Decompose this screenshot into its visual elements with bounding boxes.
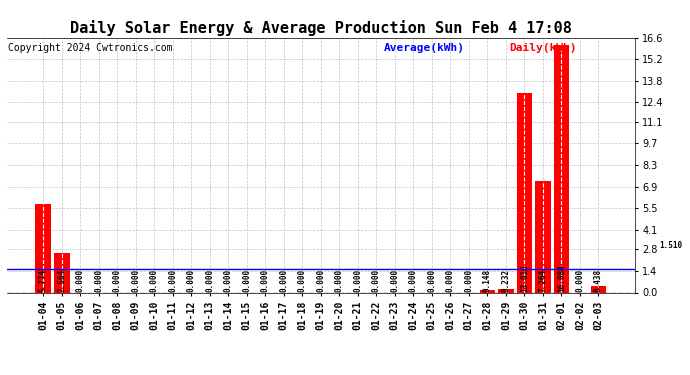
Bar xyxy=(480,290,495,292)
Bar xyxy=(54,253,70,292)
Text: 0.000: 0.000 xyxy=(131,269,140,292)
Text: 0.000: 0.000 xyxy=(409,269,418,292)
Text: 0.000: 0.000 xyxy=(187,269,196,292)
Text: Daily(kWh): Daily(kWh) xyxy=(509,43,577,52)
Text: 16.084: 16.084 xyxy=(557,264,566,292)
Text: 0.000: 0.000 xyxy=(261,269,270,292)
Text: 0.438: 0.438 xyxy=(594,269,603,292)
Text: 0.000: 0.000 xyxy=(316,269,326,292)
Text: 0.000: 0.000 xyxy=(224,269,233,292)
Text: Average(kWh): Average(kWh) xyxy=(384,43,464,52)
Bar xyxy=(517,93,532,292)
Text: Copyright 2024 Cwtronics.com: Copyright 2024 Cwtronics.com xyxy=(8,43,172,52)
Text: 0.000: 0.000 xyxy=(150,269,159,292)
Title: Daily Solar Energy & Average Production Sun Feb 4 17:08: Daily Solar Energy & Average Production … xyxy=(70,20,572,36)
Text: 0.000: 0.000 xyxy=(464,269,473,292)
Text: 0.000: 0.000 xyxy=(391,269,400,292)
Text: 0.000: 0.000 xyxy=(95,269,103,292)
Text: 1.510: 1.510 xyxy=(659,241,682,250)
Text: 7.264: 7.264 xyxy=(538,269,547,292)
Bar xyxy=(35,204,51,292)
Text: 0.000: 0.000 xyxy=(168,269,177,292)
Text: 0.000: 0.000 xyxy=(335,269,344,292)
Text: 0.000: 0.000 xyxy=(575,269,584,292)
Bar xyxy=(535,181,551,292)
Bar xyxy=(553,45,569,292)
Text: 0.000: 0.000 xyxy=(427,269,436,292)
Bar xyxy=(498,289,514,292)
Text: 0.000: 0.000 xyxy=(353,269,362,292)
Text: 5.774: 5.774 xyxy=(39,269,48,292)
Text: 13.016: 13.016 xyxy=(520,264,529,292)
Text: 0.000: 0.000 xyxy=(242,269,251,292)
Text: 0.000: 0.000 xyxy=(76,269,85,292)
Text: 0.000: 0.000 xyxy=(298,269,307,292)
Text: 0.000: 0.000 xyxy=(279,269,288,292)
Text: 0.148: 0.148 xyxy=(483,269,492,292)
Text: 0.000: 0.000 xyxy=(372,269,381,292)
Text: 0.232: 0.232 xyxy=(502,269,511,292)
Text: 0.000: 0.000 xyxy=(446,269,455,292)
Bar xyxy=(591,286,607,292)
Text: 0.000: 0.000 xyxy=(206,269,215,292)
Text: 2.564: 2.564 xyxy=(57,269,66,292)
Text: 0.000: 0.000 xyxy=(113,269,122,292)
